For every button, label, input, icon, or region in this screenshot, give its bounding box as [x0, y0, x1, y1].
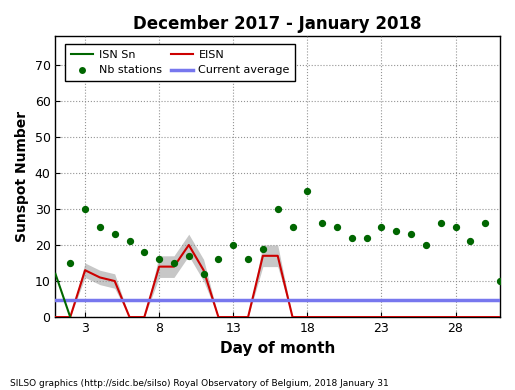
Point	[392, 227, 400, 234]
Point	[377, 224, 386, 230]
Point	[170, 260, 178, 266]
Text: SILSO graphics (http://sidc.be/silso) Royal Observatory of Belgium, 2018 January: SILSO graphics (http://sidc.be/silso) Ro…	[10, 379, 389, 388]
Point	[481, 220, 489, 227]
X-axis label: Day of month: Day of month	[220, 340, 335, 356]
Y-axis label: Sunspot Number: Sunspot Number	[15, 111, 29, 242]
Point	[333, 224, 341, 230]
Point	[140, 249, 148, 255]
Point	[318, 220, 327, 227]
Point	[259, 245, 267, 252]
Point	[496, 278, 504, 284]
Point	[185, 253, 193, 259]
Point	[466, 238, 474, 245]
Point	[199, 271, 208, 277]
Point	[111, 231, 119, 237]
Point	[273, 206, 282, 212]
Point	[229, 242, 237, 248]
Title: December 2017 - January 2018: December 2017 - January 2018	[133, 15, 422, 33]
Point	[288, 224, 297, 230]
Point	[125, 238, 133, 245]
Point	[452, 224, 460, 230]
Point	[348, 235, 356, 241]
Point	[244, 256, 252, 262]
Point	[81, 206, 89, 212]
Point	[407, 231, 415, 237]
Point	[437, 220, 445, 227]
Legend: ISN Sn, Nb stations, EISN, Current average: ISN Sn, Nb stations, EISN, Current avera…	[65, 44, 295, 81]
Point	[96, 224, 104, 230]
Point	[422, 242, 430, 248]
Point	[363, 235, 371, 241]
Point	[214, 256, 222, 262]
Point	[303, 188, 312, 194]
Point	[155, 256, 163, 262]
Point	[66, 260, 74, 266]
